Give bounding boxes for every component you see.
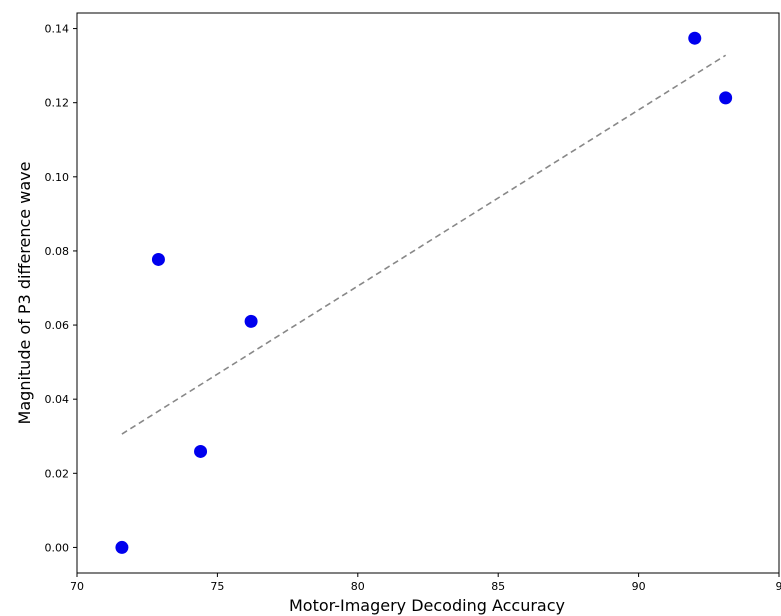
data-point: [719, 91, 733, 105]
x-tick-label: 70: [70, 580, 84, 593]
x-axis-ticks: 70 75 80 85 90 9: [70, 573, 781, 593]
y-tick-label: 0.04: [45, 393, 70, 406]
x-tick-label: 75: [210, 580, 224, 593]
plot-frame: [76, 12, 780, 574]
y-axis-label: Magnitude of P3 difference wave: [15, 162, 34, 425]
y-tick-label: 0.14: [45, 23, 70, 36]
y-axis-ticks: 0.00 0.02 0.04 0.06 0.08 0.10 0.12 0.14: [45, 23, 77, 554]
data-point: [194, 444, 208, 458]
x-axis-label: Motor-Imagery Decoding Accuracy: [289, 596, 565, 615]
x-tick-label: 85: [491, 580, 505, 593]
data-point: [688, 31, 702, 45]
y-tick-label: 0.12: [45, 97, 70, 110]
x-tick-label: 90: [632, 580, 646, 593]
trend-line: [121, 54, 727, 435]
data-points: [115, 31, 733, 554]
y-tick-label: 0.00: [45, 541, 70, 554]
data-point: [151, 252, 165, 266]
y-tick-label: 0.06: [45, 319, 70, 332]
y-tick-label: 0.08: [45, 245, 70, 258]
x-tick-label: 80: [351, 580, 365, 593]
data-point: [115, 540, 129, 554]
x-tick-label: 9: [776, 580, 781, 593]
y-tick-label: 0.02: [45, 467, 70, 480]
data-point: [244, 314, 258, 328]
y-tick-label: 0.10: [45, 171, 70, 184]
